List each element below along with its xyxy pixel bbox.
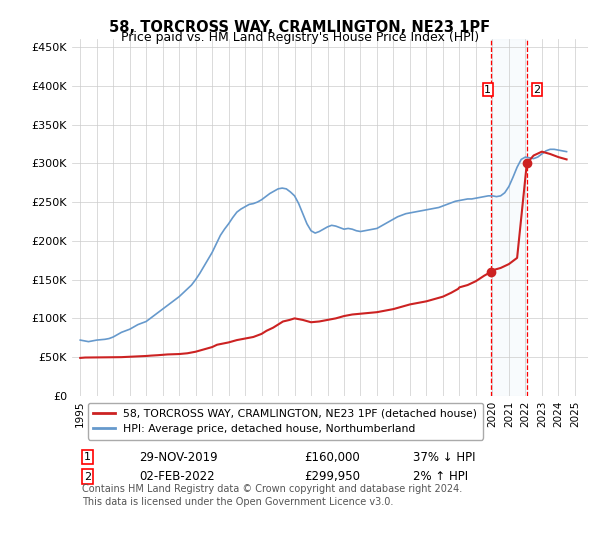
Text: Price paid vs. HM Land Registry's House Price Index (HPI): Price paid vs. HM Land Registry's House …	[121, 31, 479, 44]
Text: 37% ↓ HPI: 37% ↓ HPI	[413, 451, 475, 464]
Text: 1: 1	[484, 85, 491, 95]
Bar	[491, 39, 527, 396]
Text: 58, TORCROSS WAY, CRAMLINGTON, NE23 1PF: 58, TORCROSS WAY, CRAMLINGTON, NE23 1PF	[109, 20, 491, 35]
Text: 02-FEB-2022: 02-FEB-2022	[139, 470, 215, 483]
Legend: 58, TORCROSS WAY, CRAMLINGTON, NE23 1PF (detached house), HPI: Average price, de: 58, TORCROSS WAY, CRAMLINGTON, NE23 1PF …	[88, 403, 483, 440]
Text: £299,950: £299,950	[304, 470, 360, 483]
Text: 2% ↑ HPI: 2% ↑ HPI	[413, 470, 467, 483]
Text: 2: 2	[533, 85, 540, 95]
Text: 1: 1	[84, 452, 91, 462]
Text: 29-NOV-2019: 29-NOV-2019	[139, 451, 218, 464]
Text: Contains HM Land Registry data © Crown copyright and database right 2024.
This d: Contains HM Land Registry data © Crown c…	[82, 484, 463, 507]
Text: 2: 2	[84, 472, 91, 482]
Text: £160,000: £160,000	[304, 451, 360, 464]
